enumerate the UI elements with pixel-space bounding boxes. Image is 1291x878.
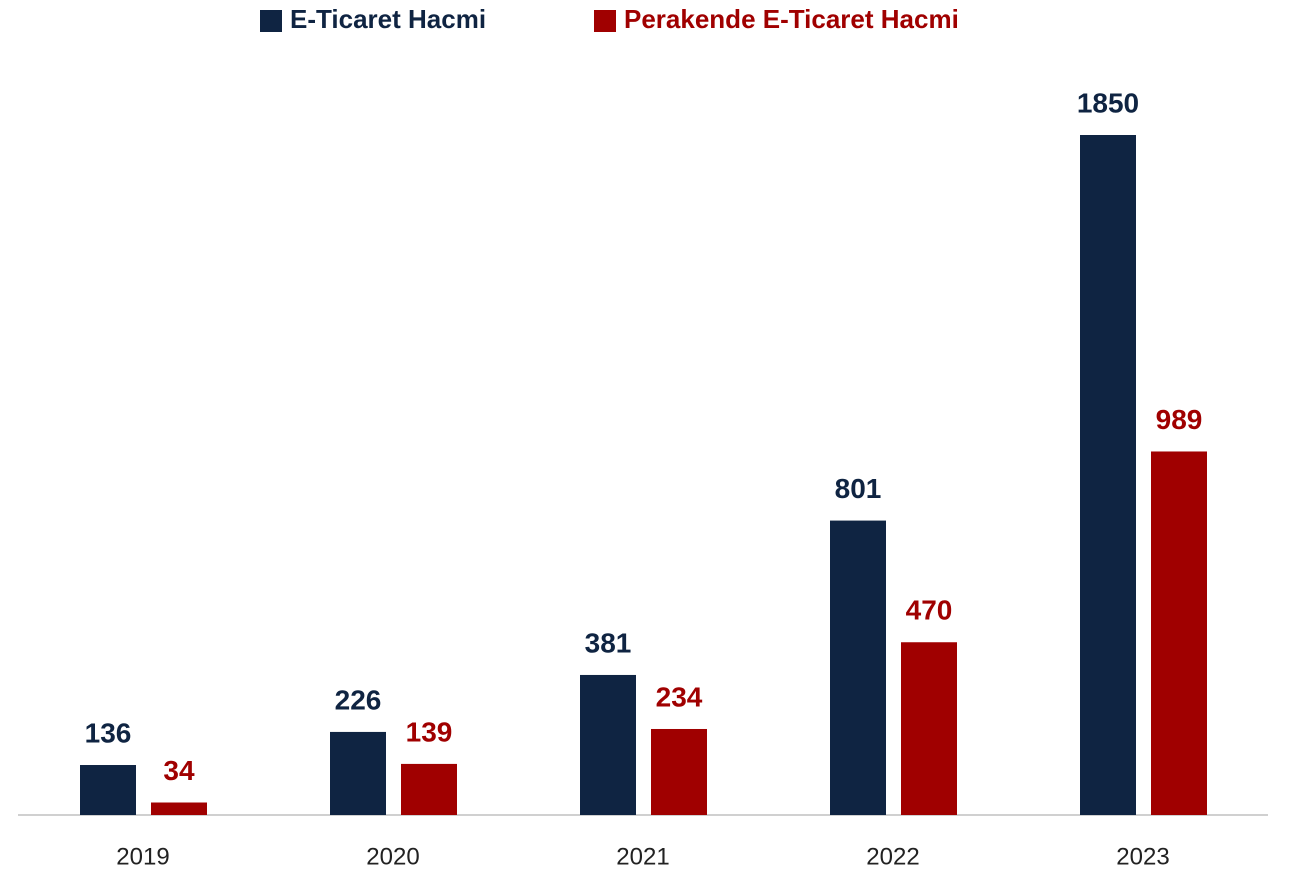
x-tick-label: 2020 xyxy=(366,843,419,870)
value-label: 139 xyxy=(406,716,453,747)
legend-swatch xyxy=(260,10,282,32)
x-tick-label: 2022 xyxy=(866,843,919,870)
x-tick-label: 2023 xyxy=(1116,843,1169,870)
bar xyxy=(901,642,957,815)
x-tick-label: 2021 xyxy=(616,843,669,870)
bar xyxy=(151,802,207,815)
bar xyxy=(401,763,457,815)
value-label: 136 xyxy=(85,717,132,748)
value-label: 1850 xyxy=(1077,87,1139,118)
value-label: 989 xyxy=(1156,404,1203,435)
value-label: 226 xyxy=(335,684,382,715)
bar xyxy=(330,731,386,815)
bar xyxy=(580,674,636,815)
x-tick-label: 2019 xyxy=(116,843,169,870)
bar xyxy=(651,728,707,815)
value-label: 34 xyxy=(163,755,195,786)
bar xyxy=(830,520,886,815)
value-label: 234 xyxy=(656,681,703,712)
bar xyxy=(1080,135,1136,815)
legend-swatch xyxy=(594,10,616,32)
legend-label: Perakende E-Ticaret Hacmi xyxy=(624,4,959,34)
bar xyxy=(1151,451,1207,815)
value-label: 801 xyxy=(835,473,882,504)
bar xyxy=(80,765,136,815)
value-label: 470 xyxy=(906,595,953,626)
legend-label: E-Ticaret Hacmi xyxy=(290,4,486,34)
value-label: 381 xyxy=(585,627,632,658)
